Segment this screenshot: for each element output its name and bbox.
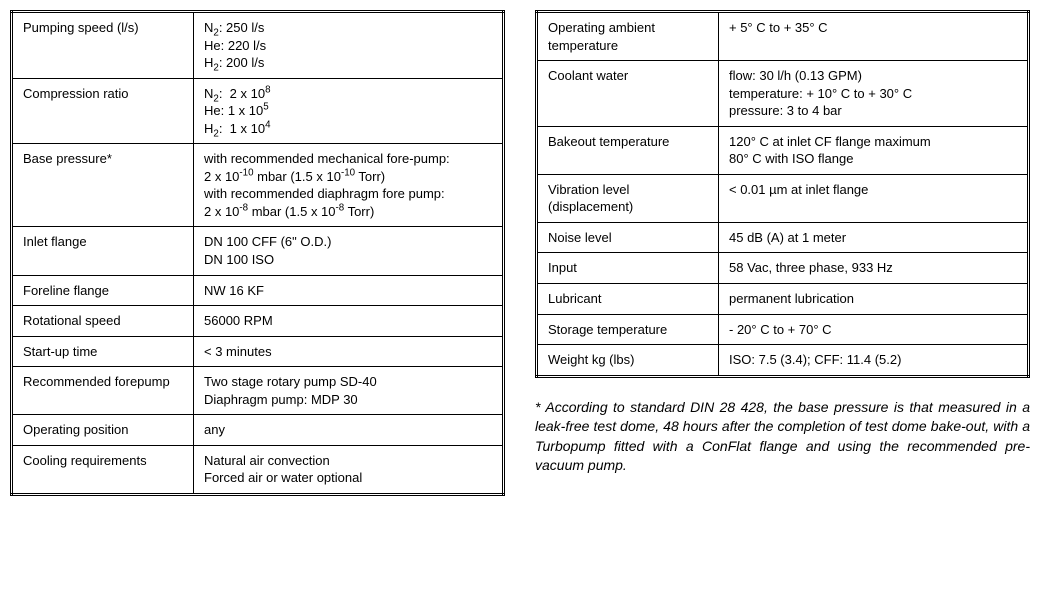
- spec-value: < 3 minutes: [194, 336, 504, 367]
- right-spec-table: Operating ambient temperature+ 5° C to +…: [535, 10, 1030, 378]
- spec-label: Pumping speed (l/s): [12, 12, 194, 79]
- spec-value: 58 Vac, three phase, 933 Hz: [719, 253, 1029, 284]
- table-row: Operating ambient temperature+ 5° C to +…: [537, 12, 1029, 61]
- spec-label: Recommended forepump: [12, 367, 194, 415]
- spec-value: + 5° C to + 35° C: [719, 12, 1029, 61]
- spec-value: NW 16 KF: [194, 275, 504, 306]
- spec-value: flow: 30 l/h (0.13 GPM)temperature: + 10…: [719, 61, 1029, 127]
- table-row: Base pressure*with recommended mechanica…: [12, 144, 504, 227]
- table-row: Pumping speed (l/s)N2: 250 l/sHe: 220 l/…: [12, 12, 504, 79]
- spec-value: ISO: 7.5 (3.4); CFF: 11.4 (5.2): [719, 345, 1029, 377]
- spec-label: Start-up time: [12, 336, 194, 367]
- spec-label: Vibration level (displacement): [537, 174, 719, 222]
- spec-value: Two stage rotary pump SD-40Diaphragm pum…: [194, 367, 504, 415]
- table-row: Start-up time< 3 minutes: [12, 336, 504, 367]
- table-row: Recommended forepumpTwo stage rotary pum…: [12, 367, 504, 415]
- spec-label: Lubricant: [537, 284, 719, 315]
- spec-label: Operating position: [12, 415, 194, 446]
- spec-label: Cooling requirements: [12, 445, 194, 494]
- page-container: Pumping speed (l/s)N2: 250 l/sHe: 220 l/…: [10, 10, 1030, 496]
- table-row: Storage temperature- 20° C to + 70° C: [537, 314, 1029, 345]
- spec-label: Bakeout temperature: [537, 126, 719, 174]
- spec-label: Weight kg (lbs): [537, 345, 719, 377]
- spec-value: permanent lubrication: [719, 284, 1029, 315]
- table-row: Rotational speed56000 RPM: [12, 306, 504, 337]
- spec-value: any: [194, 415, 504, 446]
- table-row: Compression ratioN2: 2 x 108He: 1 x 105H…: [12, 78, 504, 144]
- table-row: Weight kg (lbs)ISO: 7.5 (3.4); CFF: 11.4…: [537, 345, 1029, 377]
- spec-value: DN 100 CFF (6" O.D.)DN 100 ISO: [194, 227, 504, 275]
- spec-label: Compression ratio: [12, 78, 194, 144]
- spec-value: 120° C at inlet CF flange maximum80° C w…: [719, 126, 1029, 174]
- left-column: Pumping speed (l/s)N2: 250 l/sHe: 220 l/…: [10, 10, 505, 496]
- table-row: Operating positionany: [12, 415, 504, 446]
- table-row: Lubricantpermanent lubrication: [537, 284, 1029, 315]
- right-column: Operating ambient temperature+ 5° C to +…: [535, 10, 1030, 476]
- spec-value: - 20° C to + 70° C: [719, 314, 1029, 345]
- spec-value: 56000 RPM: [194, 306, 504, 337]
- spec-value: N2: 2 x 108He: 1 x 105H2: 1 x 104: [194, 78, 504, 144]
- spec-label: Foreline flange: [12, 275, 194, 306]
- spec-label: Noise level: [537, 222, 719, 253]
- table-row: Coolant waterflow: 30 l/h (0.13 GPM)temp…: [537, 61, 1029, 127]
- spec-value: < 0.01 µm at inlet flange: [719, 174, 1029, 222]
- spec-label: Operating ambient temperature: [537, 12, 719, 61]
- spec-value: 45 dB (A) at 1 meter: [719, 222, 1029, 253]
- spec-value: Natural air convectionForced air or wate…: [194, 445, 504, 494]
- table-row: Bakeout temperature120° C at inlet CF fl…: [537, 126, 1029, 174]
- spec-value: with recommended mechanical fore-pump:2 …: [194, 144, 504, 227]
- left-spec-table: Pumping speed (l/s)N2: 250 l/sHe: 220 l/…: [10, 10, 505, 496]
- spec-value: N2: 250 l/sHe: 220 l/sH2: 200 l/s: [194, 12, 504, 79]
- spec-label: Base pressure*: [12, 144, 194, 227]
- spec-label: Coolant water: [537, 61, 719, 127]
- table-row: Foreline flangeNW 16 KF: [12, 275, 504, 306]
- table-row: Noise level45 dB (A) at 1 meter: [537, 222, 1029, 253]
- spec-label: Storage temperature: [537, 314, 719, 345]
- spec-label: Inlet flange: [12, 227, 194, 275]
- spec-label: Input: [537, 253, 719, 284]
- spec-label: Rotational speed: [12, 306, 194, 337]
- footnote-text: * According to standard DIN 28 428, the …: [535, 398, 1030, 476]
- table-row: Cooling requirementsNatural air convecti…: [12, 445, 504, 494]
- table-row: Vibration level (displacement)< 0.01 µm …: [537, 174, 1029, 222]
- table-row: Input58 Vac, three phase, 933 Hz: [537, 253, 1029, 284]
- table-row: Inlet flangeDN 100 CFF (6" O.D.)DN 100 I…: [12, 227, 504, 275]
